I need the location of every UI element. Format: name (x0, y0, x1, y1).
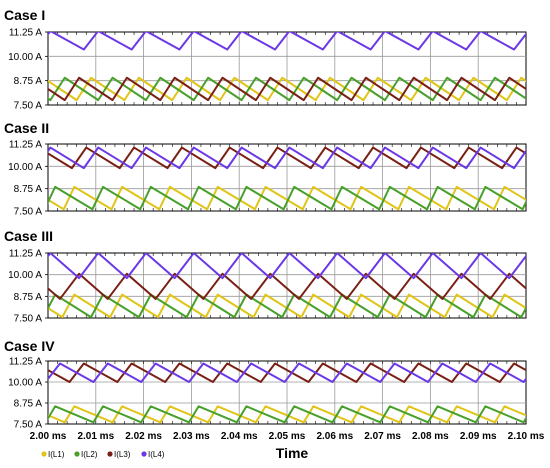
legend-item: I(L4) (141, 450, 165, 459)
legend-label: I(L1) (48, 450, 65, 459)
legend-marker (107, 451, 113, 457)
x-tick-label: 2.10 ms (508, 431, 545, 442)
y-tick-label: 7.50 A (14, 420, 43, 431)
series-line (48, 362, 526, 383)
chart-panel: Case I 11.25 A 10.00 A 8.75 A 7.50 A (4, 7, 527, 112)
panel-title: Case I (4, 7, 45, 23)
y-tick-label: 11.25 A (9, 249, 43, 260)
y-tick-label: 10.00 A (8, 52, 42, 63)
series-line (48, 405, 526, 424)
y-tick-label: 7.50 A (14, 207, 43, 218)
chart-panel: Case IV 11.25 A 10.00 A 8.75 A 7.50 A (4, 338, 527, 431)
y-tick-label: 11.25 A (9, 357, 43, 368)
chart-panel: Case II 11.25 A 10.00 A 8.75 A 7.50 A (4, 120, 527, 218)
x-axis-label: Time (276, 445, 309, 461)
series-line (48, 146, 526, 170)
series-line (48, 272, 526, 300)
y-tick-label: 8.75 A (14, 76, 43, 87)
legend-label: I(L3) (114, 450, 131, 459)
y-tick-label: 8.75 A (14, 292, 43, 303)
series-line (48, 405, 526, 424)
series-line (48, 76, 526, 102)
y-tick-label: 10.00 A (8, 162, 42, 173)
x-tick-label: 2.05 ms (269, 431, 306, 442)
chart-panel: Case III 11.25 A 10.00 A 8.75 A 7.50 A (4, 228, 527, 325)
y-tick-label: 11.25 A (9, 28, 43, 39)
x-tick-label: 2.08 ms (412, 431, 449, 442)
panel-title: Case IV (4, 338, 55, 354)
y-tick-label: 7.50 A (14, 101, 43, 112)
legend-item: I(L3) (107, 450, 131, 459)
series-line (48, 293, 526, 318)
panel-title: Case II (4, 120, 49, 136)
legend-item: I(L2) (74, 450, 98, 459)
series-line (48, 32, 526, 51)
y-tick-label: 10.00 A (8, 270, 42, 281)
series-line (48, 185, 526, 211)
x-tick-label: 2.01 ms (77, 431, 114, 442)
x-tick-label: 2.07 ms (364, 431, 401, 442)
x-tick-label: 2.09 ms (460, 431, 497, 442)
series-line (48, 293, 526, 318)
legend-item: I(L1) (41, 450, 65, 459)
x-tick-label: 2.00 ms (30, 431, 67, 442)
series-line (48, 146, 526, 170)
legend-marker (74, 451, 80, 457)
series-line (48, 362, 526, 383)
legend: I(L1) I(L2) I(L3) I(L4) (41, 450, 165, 459)
legend-label: I(L4) (148, 450, 165, 459)
panels-group: Case I 11.25 A 10.00 A 8.75 A 7.50 A Case II 1… (4, 7, 527, 431)
y-tick-label: 10.00 A (8, 378, 42, 389)
y-tick-label: 8.75 A (14, 184, 43, 195)
legend-marker (41, 451, 47, 457)
x-tick-label: 2.06 ms (316, 431, 353, 442)
series-line (48, 253, 526, 280)
series-line (48, 76, 526, 102)
series-line (48, 185, 526, 211)
series-line (48, 76, 526, 102)
y-tick-label: 8.75 A (14, 399, 43, 410)
x-tick-label: 2.02 ms (125, 431, 162, 442)
x-tick-label: 2.04 ms (221, 431, 258, 442)
x-tick-labels: 2.00 ms 2.01 ms 2.02 ms 2.03 ms 2.04 ms 2.05 … (30, 431, 545, 442)
y-tick-label: 11.25 A (9, 140, 43, 151)
legend-marker (141, 451, 147, 457)
panel-title: Case III (4, 228, 53, 244)
legend-label: I(L2) (81, 450, 98, 459)
x-tick-label: 2.03 ms (173, 431, 210, 442)
y-tick-label: 7.50 A (14, 314, 43, 325)
